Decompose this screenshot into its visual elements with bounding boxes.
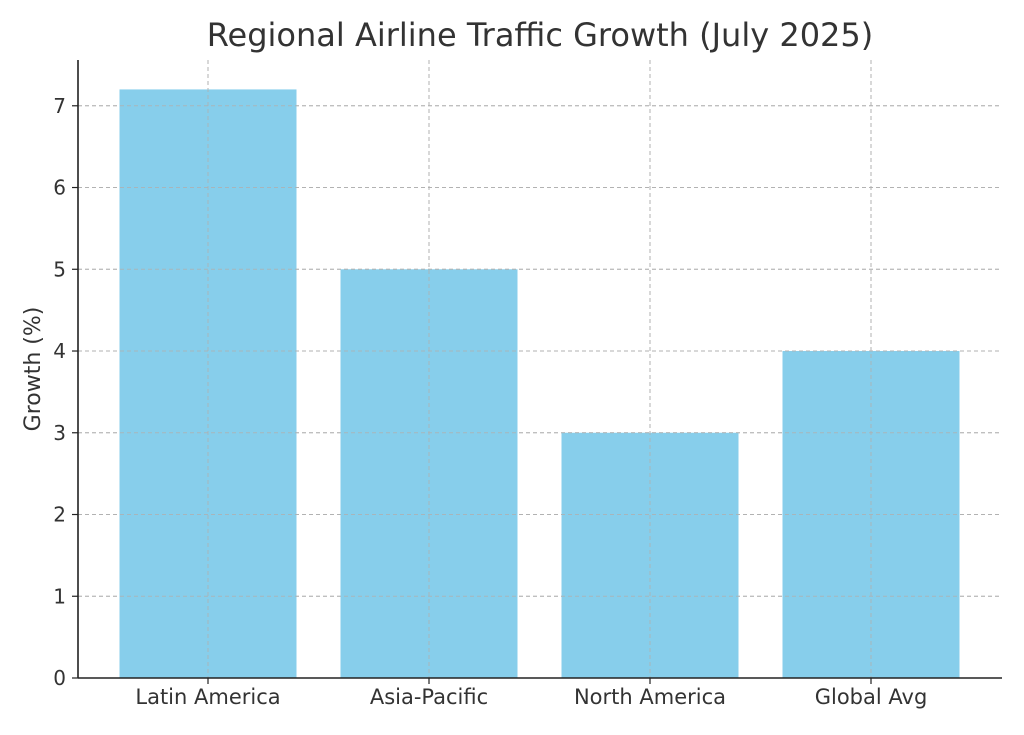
y-tick-label: 4 <box>53 339 66 363</box>
y-tick-label: 6 <box>53 176 66 200</box>
y-axis-label: Growth (%) <box>21 307 46 432</box>
chart-title: Regional Airline Traffic Growth (July 20… <box>207 16 874 54</box>
x-tick-label: Latin America <box>135 685 280 709</box>
y-tick-label: 3 <box>53 421 66 445</box>
x-tick-label: North America <box>574 685 726 709</box>
y-tick-label: 1 <box>53 584 66 608</box>
tick-labels: 0 1 2 3 4 5 6 7 Latin America Asia-Pacific North A… <box>53 94 927 709</box>
x-tick-label: Asia-Pacific <box>370 685 488 709</box>
y-tick-label: 0 <box>53 666 66 690</box>
y-tick-label: 5 <box>53 257 66 281</box>
y-tick-label: 7 <box>53 94 66 118</box>
bars <box>78 60 1002 678</box>
y-tick-label: 2 <box>53 503 66 527</box>
axes <box>72 60 1002 684</box>
x-tick-label: Global Avg <box>815 685 928 709</box>
